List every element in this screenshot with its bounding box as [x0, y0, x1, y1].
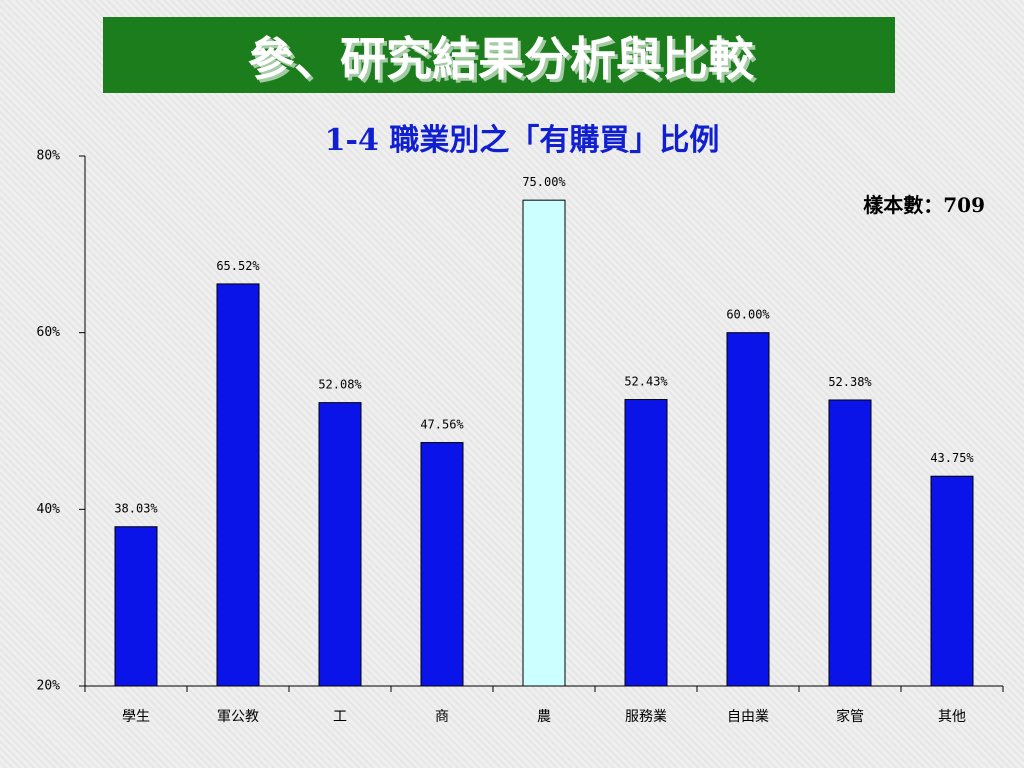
- bar: [318, 402, 362, 687]
- x-tick-label: 商: [435, 709, 449, 725]
- y-tick-label: 20%: [37, 679, 61, 694]
- value-label: 52.08%: [318, 378, 362, 392]
- value-label: 47.56%: [420, 418, 464, 432]
- value-label: 75.00%: [522, 175, 566, 189]
- x-tick-label: 農: [537, 709, 551, 725]
- bar: [114, 526, 158, 687]
- y-tick-label: 60%: [37, 325, 61, 340]
- x-tick-label: 家管: [836, 708, 864, 725]
- value-label: 52.38%: [828, 375, 872, 389]
- x-tick-label: 軍公教: [217, 709, 259, 725]
- x-tick-label: 工: [333, 709, 347, 725]
- x-tick-label: 學生: [122, 709, 150, 725]
- x-tick-label: 服務業: [625, 709, 667, 725]
- y-tick-label: 40%: [37, 502, 61, 517]
- bar: [216, 283, 260, 687]
- chart-title: 1-4 職業別之「有購買」比例: [325, 123, 720, 158]
- header-title: 參、研究結果分析與比較: [248, 32, 755, 86]
- header-shadow: 參、研究結果分析與比較: [251, 35, 758, 89]
- value-label: 43.75%: [930, 451, 974, 465]
- sample-size: 樣本數：709: [863, 193, 985, 217]
- bar: [726, 332, 770, 687]
- bar: [828, 399, 872, 687]
- value-label: 52.43%: [624, 375, 668, 389]
- value-label: 60.00%: [726, 308, 770, 322]
- x-tick-label: 其他: [938, 709, 966, 725]
- header-box: [103, 17, 895, 93]
- bar: [624, 399, 668, 687]
- bar: [930, 475, 974, 687]
- y-tick-label: 80%: [37, 149, 61, 164]
- bar: [420, 442, 464, 687]
- bar: [522, 199, 566, 687]
- value-label: 65.52%: [216, 259, 260, 273]
- x-tick-label: 自由業: [727, 709, 769, 725]
- value-label: 38.03%: [114, 502, 158, 516]
